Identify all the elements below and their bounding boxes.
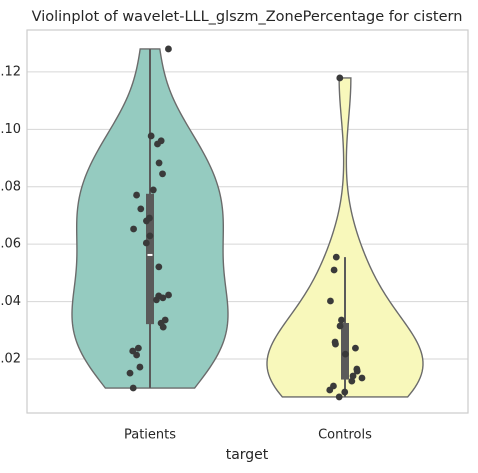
y-tick-label: 0.04	[0, 294, 21, 309]
point	[336, 74, 344, 82]
chart-title: Violinplot of wavelet-LLL_glszm_ZonePerc…	[32, 9, 463, 25]
point	[338, 316, 345, 324]
point	[142, 239, 150, 247]
point	[165, 45, 172, 53]
point	[136, 363, 144, 371]
point	[330, 266, 338, 274]
point	[165, 291, 172, 299]
plot-frame	[26, 29, 469, 414]
point	[336, 322, 344, 330]
y-tick-label: 0.02	[0, 352, 21, 367]
point	[326, 386, 334, 394]
point	[126, 369, 134, 377]
box	[146, 193, 154, 325]
median	[147, 253, 153, 256]
point	[155, 263, 163, 271]
point	[335, 393, 343, 401]
x-tick-label: Patients	[124, 428, 176, 443]
point	[147, 132, 155, 140]
point	[159, 170, 166, 178]
y-tick-label: 0.10	[0, 122, 21, 137]
point	[134, 344, 142, 352]
point	[352, 344, 359, 352]
point	[133, 351, 141, 359]
y-tick-label: 0.08	[0, 179, 21, 194]
point	[153, 296, 160, 304]
point	[154, 140, 161, 148]
point	[341, 388, 349, 396]
x-axis-label: target	[226, 447, 269, 463]
point	[353, 367, 361, 375]
point	[149, 186, 157, 194]
point	[137, 205, 145, 213]
point	[332, 253, 340, 261]
x-tick-label: Controls	[318, 428, 372, 443]
point	[327, 297, 334, 305]
point	[159, 323, 167, 331]
point	[143, 217, 150, 225]
y-tick-label: 0.12	[0, 64, 21, 79]
y-tick-label: 0.06	[0, 237, 21, 252]
point	[133, 191, 140, 199]
point	[348, 377, 356, 385]
point	[332, 340, 339, 348]
point	[358, 374, 366, 382]
point	[146, 232, 154, 240]
point	[130, 225, 137, 233]
point	[159, 294, 167, 302]
point	[155, 159, 163, 167]
point	[129, 384, 137, 392]
point	[349, 372, 357, 380]
point	[341, 350, 349, 358]
